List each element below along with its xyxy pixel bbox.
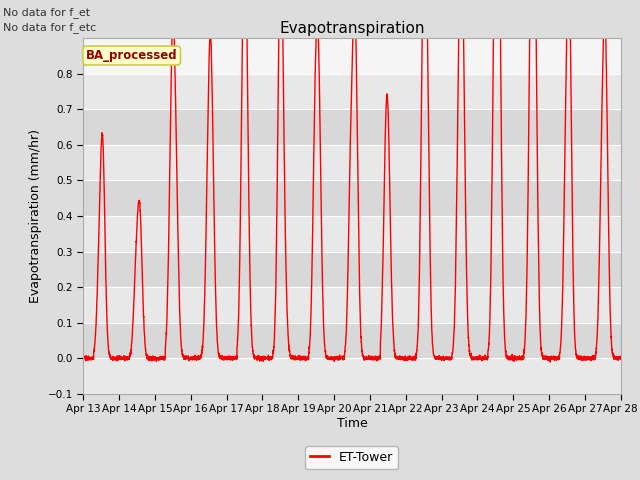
Y-axis label: Evapotranspiration (mm/hr): Evapotranspiration (mm/hr) [29,129,42,303]
Bar [83,323,621,358]
X-axis label: Time: Time [337,417,367,430]
Bar [83,358,621,394]
Bar [83,109,621,145]
Title: Evapotranspiration: Evapotranspiration [279,21,425,36]
Legend: ET-Tower: ET-Tower [305,446,399,469]
Bar [83,287,621,323]
Bar [83,216,621,252]
Text: No data for f_etc: No data for f_etc [3,22,97,33]
Text: No data for f_et: No data for f_et [3,7,90,18]
Text: BA_processed: BA_processed [86,49,177,62]
Bar [83,145,621,180]
Bar [83,74,621,109]
Bar [83,180,621,216]
Bar [83,252,621,287]
